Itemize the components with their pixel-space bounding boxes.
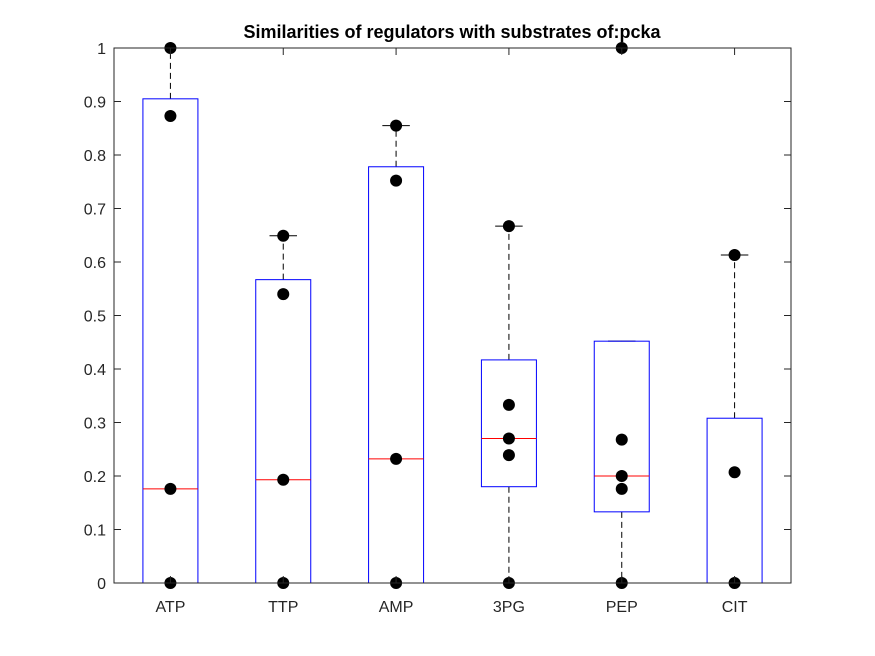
data-point [164,482,177,495]
x-tick-label-3pg: 3PG [493,599,525,616]
box [593,340,650,513]
data-point [390,119,403,132]
data-point [728,249,741,262]
data-point [390,452,403,465]
data-point [390,174,403,187]
y-tick-label: 1 [97,41,106,58]
x-tick-label-ttp: TTP [268,599,298,616]
chart-title: Similarities of regulators with substrat… [243,22,661,42]
data-point [502,398,515,411]
box [480,359,537,488]
data-point [502,449,515,462]
y-tick-label: 0.2 [84,469,106,486]
data-point [277,473,290,486]
data-point [164,109,177,122]
data-point [277,288,290,301]
x-tick-label-pep: PEP [606,599,638,616]
data-point [615,482,628,495]
y-tick-label: 0.8 [84,148,106,165]
x-tick-label-atp: ATP [155,599,185,616]
y-tick-label: 0.3 [84,416,106,433]
data-point [728,466,741,479]
y-tick-label: 0.5 [84,309,106,326]
y-tick-label: 0.1 [84,523,106,540]
y-tick-label: 0.9 [84,95,106,112]
data-point [615,470,628,482]
x-tick-label-amp: AMP [379,599,414,616]
y-tick-label: 0 [97,576,106,593]
data-point [277,229,290,242]
y-tick-label: 0.4 [84,362,106,379]
data-point [615,433,628,446]
x-tick-label-cit: CIT [722,599,748,616]
axes: 0 0.1 0.2 0.3 0.4 0.5 0.6 0.7 0.8 0.9 1 ATP TTP AMP 3P… [84,41,792,616]
data-point [502,432,515,445]
data-point [502,220,515,233]
y-tick-label: 0.6 [84,255,106,272]
y-tick-label: 0.7 [84,202,106,219]
